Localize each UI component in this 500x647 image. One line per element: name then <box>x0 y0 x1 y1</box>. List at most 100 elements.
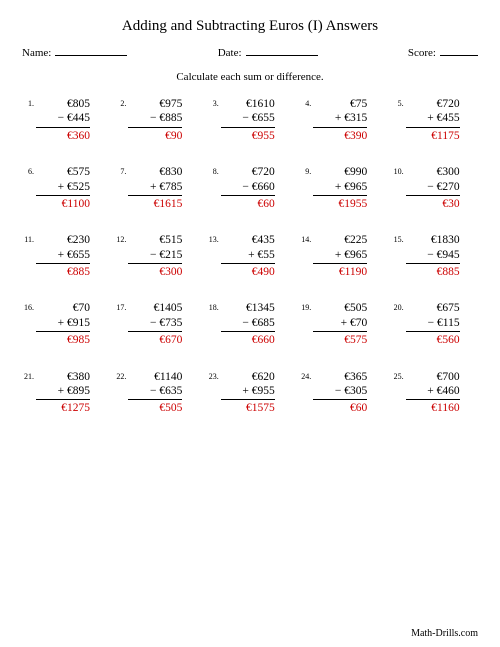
problem-body: €975− €885€90 <box>128 97 182 143</box>
operand-b-row: + €915 <box>36 316 90 330</box>
problem-number: 14. <box>299 233 313 245</box>
problem-body: €805− €445€360 <box>36 97 90 143</box>
problem-number: 6. <box>22 165 36 177</box>
answer: €1100 <box>36 195 90 211</box>
name-field: Name: <box>22 45 127 59</box>
operand-b: €525 <box>67 181 90 193</box>
problem-number: 23. <box>207 370 221 382</box>
operand-b-row: + €655 <box>36 248 90 262</box>
operand-a: €515 <box>128 233 182 247</box>
problem-cell: 3.€1610− €655€955 <box>207 97 293 143</box>
operand-a: €70 <box>36 301 90 315</box>
answer: €660 <box>221 331 275 347</box>
score-field: Score: <box>408 45 478 59</box>
operator: − <box>242 181 249 193</box>
problem-cell: 6.€575+ €525€1100 <box>22 165 108 211</box>
operand-b: €315 <box>344 112 367 124</box>
problem-number: 21. <box>22 370 36 382</box>
operand-b-row: − €735 <box>128 316 182 330</box>
problem-number: 5. <box>392 97 406 109</box>
answer: €955 <box>221 127 275 143</box>
operand-b-row: + €70 <box>313 316 367 330</box>
problem-cell: 25.€700+ €460€1160 <box>392 370 478 416</box>
operand-b: €215 <box>159 249 182 261</box>
operand-a: €805 <box>36 97 90 111</box>
operand-b: €460 <box>437 385 460 397</box>
operand-b-row: − €215 <box>128 248 182 262</box>
operand-a: €505 <box>313 301 367 315</box>
problem-number: 12. <box>114 233 128 245</box>
problem-body: €225+ €965€1190 <box>313 233 367 279</box>
operand-a: €830 <box>128 165 182 179</box>
operator: + <box>242 385 249 397</box>
answer: €885 <box>406 263 460 279</box>
operator: + <box>58 385 65 397</box>
date-blank <box>246 45 318 56</box>
operand-b-row: − €660 <box>221 180 275 194</box>
problem-cell: 21.€380+ €895€1275 <box>22 370 108 416</box>
answer: €90 <box>128 127 182 143</box>
problem-cell: 17.€1405− €735€670 <box>114 301 200 347</box>
operand-b-row: − €685 <box>221 316 275 330</box>
operand-b-row: + €895 <box>36 384 90 398</box>
problem-body: €515− €215€300 <box>128 233 182 279</box>
problem-body: €70+ €915€985 <box>36 301 90 347</box>
operand-b: €945 <box>437 249 460 261</box>
problem-grid: 1.€805− €445€3602.€975− €885€903.€1610− … <box>22 97 478 416</box>
operator: + <box>427 112 434 124</box>
operator: − <box>335 385 342 397</box>
operator: − <box>428 317 435 329</box>
operator: − <box>242 317 249 329</box>
problem-body: €230+ €655€885 <box>36 233 90 279</box>
problem-number: 8. <box>207 165 221 177</box>
operand-b-row: + €965 <box>313 248 367 262</box>
operand-a: €720 <box>221 165 275 179</box>
operand-b: €660 <box>252 181 275 193</box>
operator: − <box>150 112 157 124</box>
problem-number: 2. <box>114 97 128 109</box>
score-blank <box>440 45 478 56</box>
operand-b: €965 <box>344 249 367 261</box>
operand-b: €55 <box>258 249 275 261</box>
operator: + <box>58 181 65 193</box>
problem-cell: 12.€515− €215€300 <box>114 233 200 279</box>
problem-number: 13. <box>207 233 221 245</box>
operand-b-row: − €945 <box>406 248 460 262</box>
problem-number: 19. <box>299 301 313 313</box>
date-label: Date: <box>218 47 242 59</box>
header-row: Name: Date: Score: <box>22 45 478 59</box>
operator: + <box>335 249 342 261</box>
operand-a: €380 <box>36 370 90 384</box>
operand-a: €1830 <box>406 233 460 247</box>
operand-a: €435 <box>221 233 275 247</box>
answer: €490 <box>221 263 275 279</box>
operand-a: €1610 <box>221 97 275 111</box>
operator: + <box>150 181 157 193</box>
answer: €1190 <box>313 263 367 279</box>
operand-b-row: − €655 <box>221 111 275 125</box>
operand-b-row: − €115 <box>406 316 460 330</box>
problem-cell: 4.€75+ €315€390 <box>299 97 385 143</box>
operand-a: €300 <box>406 165 460 179</box>
problem-cell: 5.€720+ €455€1175 <box>392 97 478 143</box>
answer: €575 <box>313 331 367 347</box>
problem-number: 25. <box>392 370 406 382</box>
operand-b: €915 <box>67 317 90 329</box>
operand-b: €305 <box>344 385 367 397</box>
answer: €30 <box>406 195 460 211</box>
problem-cell: 9.€990+ €965€1955 <box>299 165 385 211</box>
problem-number: 16. <box>22 301 36 313</box>
operator: + <box>335 181 342 193</box>
operand-a: €225 <box>313 233 367 247</box>
problem-cell: 18.€1345− €685€660 <box>207 301 293 347</box>
operand-b: €685 <box>252 317 275 329</box>
problem-number: 4. <box>299 97 313 109</box>
operand-b-row: + €785 <box>128 180 182 194</box>
problem-number: 9. <box>299 165 313 177</box>
problem-cell: 19.€505+ €70€575 <box>299 301 385 347</box>
operand-b-row: + €965 <box>313 180 367 194</box>
operand-b-row: + €55 <box>221 248 275 262</box>
operator: − <box>150 385 157 397</box>
operand-b-row: − €305 <box>313 384 367 398</box>
operand-b: €735 <box>159 317 182 329</box>
